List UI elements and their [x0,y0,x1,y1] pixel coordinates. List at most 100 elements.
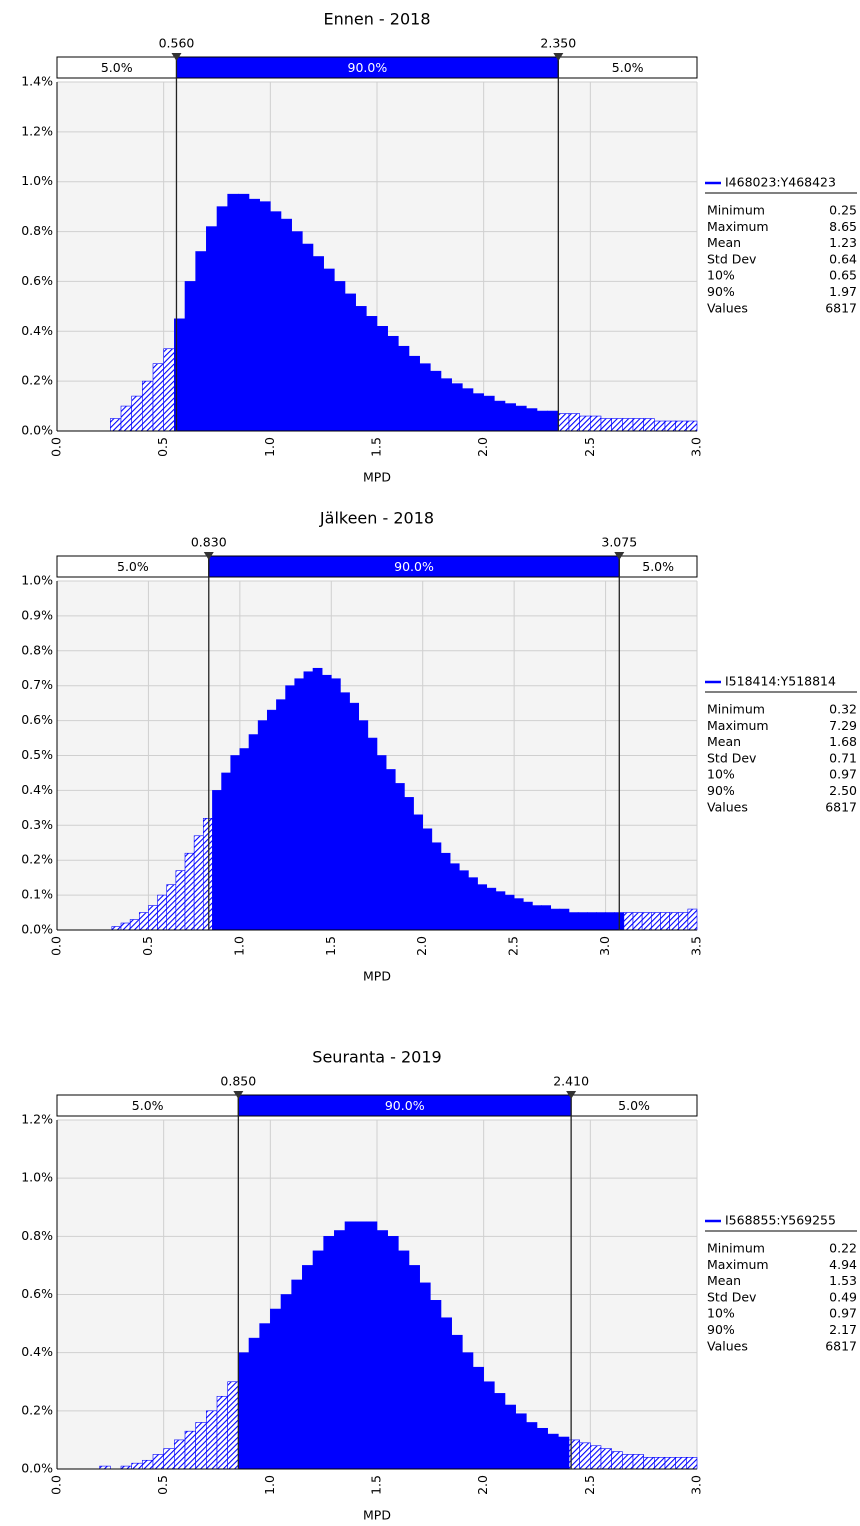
histogram-bar [349,702,360,931]
histogram-bar [239,748,250,931]
y-tick-label: 0.9% [21,607,53,622]
x-tick-label: 0.5 [155,437,170,457]
histogram-bar [152,1454,164,1470]
histogram-bar [110,418,122,432]
y-tick-label: 1.2% [21,1112,53,1127]
region-label: 5.0% [117,559,149,574]
region-label: 5.0% [642,559,674,574]
histogram-bar [654,420,666,432]
x-tick-label: 2.5 [582,437,597,457]
stat-value: 0.25 [829,203,857,218]
histogram-bar [367,737,378,931]
y-tick-label: 0.4% [21,1344,53,1359]
x-tick-label: 0.0 [49,437,64,457]
histogram-bar [323,1236,335,1470]
histogram-bar [577,912,588,931]
x-tick-label: 2.5 [582,1475,597,1495]
histogram-bar [120,922,131,931]
stat-value: 6817 [825,799,857,814]
x-tick-label: 2.0 [475,437,490,457]
histogram-bar [590,1445,602,1470]
stat-name: Mean [707,235,741,250]
histogram-bar [660,912,670,931]
chart-title: Jälkeen - 2018 [319,509,434,528]
histogram-bar [526,408,538,432]
histogram-bar [221,772,232,931]
stat-value: 0.32 [829,702,857,717]
stat-value: 6817 [825,300,857,315]
stat-value: 0.71 [829,750,857,765]
histogram-bar [291,1279,303,1470]
region-label: 90.0% [394,559,434,574]
region-label: 90.0% [348,60,388,75]
histogram-bar [504,1404,516,1470]
histogram-bar [152,363,164,432]
histogram-bar [376,1230,388,1470]
histogram-bar [408,355,420,432]
histogram-bar [669,912,680,931]
histogram-bar [558,413,570,432]
histogram-bar [366,1221,378,1470]
stat-value: 1.23 [829,235,857,250]
histogram-bar [385,769,396,931]
x-tick-label: 1.0 [262,1475,277,1495]
y-tick-label: 0.2% [21,373,53,388]
stat-value: 6817 [825,1338,857,1353]
histogram-bar [248,198,260,432]
histogram-bar [440,378,452,432]
histogram-bar [462,388,474,432]
histogram-bar [611,418,623,432]
histogram-bar [686,1457,698,1470]
stat-name: Std Dev [707,251,757,266]
histogram-bar [248,1337,260,1470]
histogram-bar [163,1448,175,1470]
histogram-bar [312,256,324,432]
stat-name: 10% [707,1306,735,1321]
stat-name: 90% [707,783,735,798]
region-label: 90.0% [385,1098,425,1113]
stat-value: 0.97 [829,767,857,782]
histogram-bar [419,1282,431,1470]
histogram-bar [334,281,346,432]
x-tick-label: 2.5 [506,936,521,956]
histogram-bar [664,420,676,432]
histogram-bar [257,720,268,931]
y-tick-label: 0.0% [21,423,53,438]
stat-name: 10% [707,268,735,283]
histogram-bar [515,405,527,432]
histogram-bar [687,908,698,931]
histogram-bar [193,835,204,931]
histogram-bar [504,894,515,931]
delimiter-label: 0.830 [191,535,227,550]
histogram-bar [163,348,175,432]
histogram-bar [276,699,286,931]
histogram-bar [266,709,277,931]
histogram-bar [643,418,655,432]
stat-name: Maximum [707,718,769,733]
histogram-bar [166,884,177,931]
histogram-bar [536,1427,548,1470]
histogram-bar [430,1300,442,1470]
histogram-bar [547,1433,559,1470]
stat-name: 90% [707,284,735,299]
histogram-bar [285,685,296,931]
histogram-bar [259,201,271,432]
histogram-bar [398,1250,410,1470]
x-tick-label: 0.5 [140,936,155,956]
histogram-bar [111,926,122,931]
region-label: 5.0% [132,1098,164,1113]
histogram-bar [227,1381,239,1470]
histogram-bar [419,363,431,432]
x-tick-label: 0.5 [155,1475,170,1495]
x-tick-label: 1.5 [369,437,384,457]
histogram-bar [462,1352,474,1470]
stat-value: 8.65 [829,219,857,234]
y-tick-label: 0.4% [21,323,53,338]
y-tick-label: 0.2% [21,1402,53,1417]
x-tick-label: 1.5 [323,936,338,956]
histogram-bar [408,1265,420,1470]
histogram-bar [238,193,250,432]
x-tick-label: 1.5 [369,1475,384,1495]
stat-name: Minimum [707,702,765,717]
stat-value: 4.94 [829,1257,857,1272]
